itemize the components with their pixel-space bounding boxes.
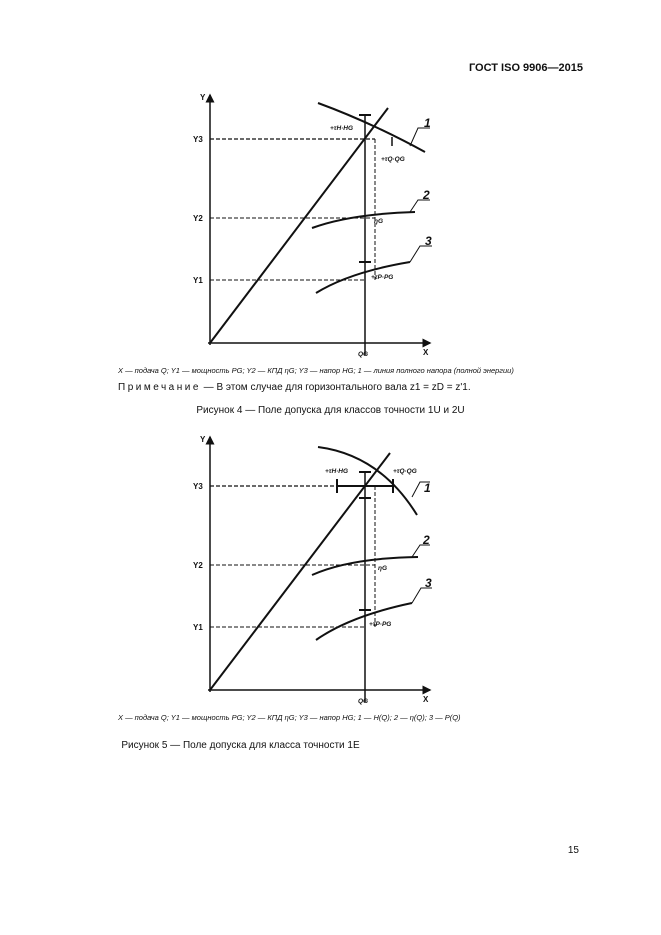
- figure-4-caption: Рисунок 4 — Поле допуска для классов точ…: [196, 405, 465, 416]
- page-number: 15: [567, 845, 579, 856]
- y1-label: Y1: [193, 623, 203, 632]
- system-curve: [209, 452, 391, 691]
- qg-label: QG: [358, 351, 368, 358]
- curve-2-label: 2: [422, 533, 430, 547]
- y-axis-label: Y: [200, 435, 206, 444]
- qg-label: QG: [358, 698, 368, 705]
- eta-label: ηG: [378, 565, 387, 572]
- note-text: — В этом случае для горизонтального вала…: [200, 382, 471, 393]
- x-axis-label: X: [423, 348, 429, 357]
- curve-2: [311, 211, 416, 229]
- curve-3: [315, 602, 413, 641]
- tol-h-label: +τH·HG: [330, 125, 353, 132]
- figure-4-note: Примечание — В этом случае для горизонта…: [118, 382, 471, 393]
- curve-1: [317, 102, 426, 153]
- figure-5-legend: X — подача Q; Y1 — мощность PG; Y2 — КПД…: [118, 713, 461, 722]
- y2-label: Y2: [193, 214, 203, 223]
- y2-label: Y2: [193, 561, 203, 570]
- curve-3-label: 3: [425, 234, 432, 248]
- curve-1-label: 1: [424, 116, 431, 130]
- system-curve: [209, 107, 389, 344]
- x-axis-label: X: [423, 695, 429, 704]
- tol-p-label: +τP·PG: [371, 274, 393, 281]
- curve-1: [317, 446, 418, 516]
- figure-4-legend: X — подача Q; Y1 — мощность PG; Y2 — КПД…: [118, 366, 514, 375]
- curve-2: [311, 556, 419, 576]
- figure-5-caption: Рисунок 5 — Поле допуска для класса точн…: [121, 740, 360, 751]
- tol-q-label: +τQ·QG: [393, 468, 417, 475]
- y-axis-label: Y: [200, 93, 206, 102]
- tol-q-label: +τQ·QG: [381, 156, 405, 163]
- note-label: Примечание: [118, 382, 201, 393]
- figure-5-diagram: Y X Y3 Y2 Y1 QG +τH·HG +τQ·QG ηG +τP·PG …: [193, 435, 432, 705]
- standard-header: ГОСТ ISO 9906—2015: [468, 62, 583, 74]
- y3-label: Y3: [193, 135, 203, 144]
- eta-label: ηG: [374, 218, 383, 225]
- curve-3-label: 3: [425, 576, 432, 590]
- y3-label: Y3: [193, 482, 203, 491]
- y1-label: Y1: [193, 276, 203, 285]
- figure-4-diagram: Y X Y3 Y2 Y1 QG +τH·HG +τQ·QG ηG +τP·PG …: [193, 93, 432, 358]
- curve-1-label: 1: [424, 481, 431, 495]
- tol-p-label: +τP·PG: [369, 621, 391, 628]
- tol-h-label: +τH·HG: [325, 468, 348, 475]
- curve-2-label: 2: [422, 188, 430, 202]
- curve-3: [315, 261, 411, 294]
